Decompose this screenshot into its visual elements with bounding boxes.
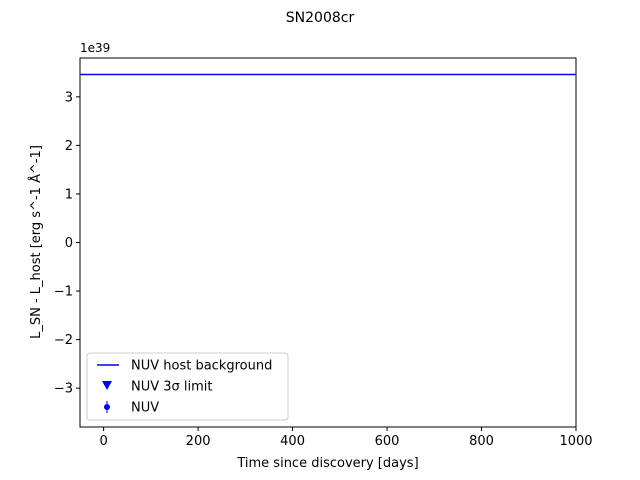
x-tick-label-0: 0 bbox=[99, 434, 107, 449]
legend-triangle-swatch bbox=[102, 381, 112, 390]
x-tick-label-200: 200 bbox=[186, 434, 211, 449]
legend: NUV host background NUV 3σ limit NUV bbox=[86, 352, 289, 421]
legend-point-swatch bbox=[104, 404, 110, 410]
y-tick-label--1: −1 bbox=[54, 285, 73, 300]
x-tick-label-600: 600 bbox=[375, 434, 400, 449]
chart-title: SN2008cr bbox=[286, 10, 355, 26]
y-offset-label: 1e39 bbox=[80, 41, 110, 55]
legend-label-host-background: NUV host background bbox=[131, 359, 272, 374]
y-tick-label-3: 3 bbox=[65, 90, 73, 105]
legend-label-3sigma-limit: NUV 3σ limit bbox=[131, 380, 213, 395]
y-tick-label-1: 1 bbox=[65, 187, 73, 202]
x-tick-label-400: 400 bbox=[280, 434, 305, 449]
legend-label-nuv: NUV bbox=[131, 401, 159, 416]
y-tick-label--3: −3 bbox=[54, 382, 73, 397]
y-tick-label-0: 0 bbox=[65, 236, 73, 251]
legend-box bbox=[86, 352, 289, 421]
x-axis-label: Time since discovery [days] bbox=[236, 456, 418, 471]
y-tick-label--2: −2 bbox=[54, 333, 73, 348]
y-axis-label: L_SN - L_host [erg s^-1 Å^-1] bbox=[28, 145, 44, 339]
x-tick-label-1000: 1000 bbox=[559, 434, 592, 449]
plot-frame bbox=[79, 57, 577, 428]
y-tick-label-2: 2 bbox=[65, 139, 73, 154]
x-tick-label-800: 800 bbox=[469, 434, 494, 449]
axes: 0 200 400 600 800 1000 −3 −2 −1 0 1 2 3 bbox=[54, 90, 593, 449]
